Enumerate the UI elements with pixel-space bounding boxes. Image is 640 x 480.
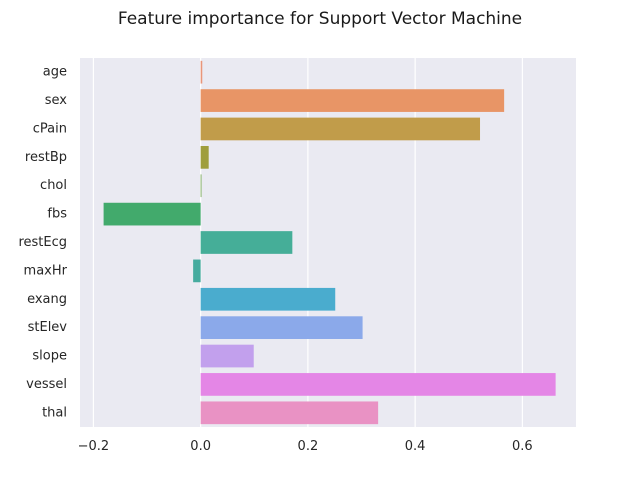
y-tick-label: maxHr (24, 263, 68, 278)
bar-stElev (200, 316, 363, 340)
y-tick-label: chol (40, 178, 67, 193)
y-tick-label: restBp (25, 150, 67, 165)
bar-age (200, 60, 203, 84)
y-tick-label: restEcg (18, 235, 67, 250)
x-tick-label: 0.6 (512, 439, 533, 454)
y-tick-label: thal (42, 405, 67, 420)
y-tick-label: exang (27, 292, 67, 307)
bar-exang (200, 287, 336, 311)
bar-sex (200, 89, 505, 112)
plot-area (80, 58, 576, 427)
y-tick-label: sex (45, 93, 68, 108)
y-tick-label: fbs (47, 207, 67, 222)
y-tick-label: slope (32, 349, 67, 364)
chart-title: Feature importance for Support Vector Ma… (118, 9, 522, 29)
bar-restEcg (200, 231, 293, 254)
y-tick-label: vessel (26, 377, 67, 392)
bar-chol (200, 174, 202, 198)
y-tick-label: stElev (28, 320, 68, 335)
bar-maxHr (193, 259, 201, 283)
x-tick-label: 0.0 (190, 439, 211, 454)
y-tick-label: cPain (33, 121, 67, 136)
y-tick-label: age (43, 65, 67, 80)
bar-fbs (103, 202, 201, 226)
bar-slope (200, 344, 254, 368)
bar-vessel (200, 373, 556, 396)
x-tick-label: 0.4 (405, 439, 426, 454)
x-tick-label: −0.2 (78, 439, 110, 454)
x-tick-label: 0.2 (298, 439, 319, 454)
bar-cPain (200, 117, 481, 141)
bar-thal (200, 401, 379, 425)
bar-restBp (200, 145, 209, 169)
